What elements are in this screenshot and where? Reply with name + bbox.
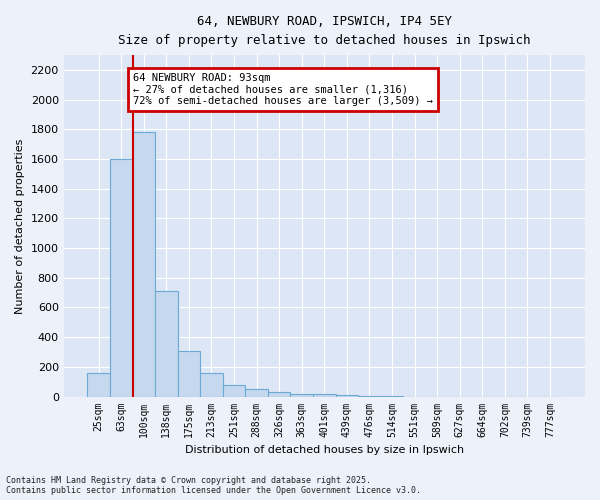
Text: Contains HM Land Registry data © Crown copyright and database right 2025.
Contai: Contains HM Land Registry data © Crown c… (6, 476, 421, 495)
Bar (268, 392, 290, 396)
Bar (200, 373, 223, 396)
Bar (133, 132, 155, 396)
Text: 64 NEWBURY ROAD: 93sqm
← 27% of detached houses are smaller (1,316)
72% of semi-: 64 NEWBURY ROAD: 93sqm ← 27% of detached… (133, 73, 433, 106)
Bar (245, 389, 268, 396)
Bar (290, 394, 313, 396)
Y-axis label: Number of detached properties: Number of detached properties (15, 138, 25, 314)
Title: 64, NEWBURY ROAD, IPSWICH, IP4 5EY
Size of property relative to detached houses : 64, NEWBURY ROAD, IPSWICH, IP4 5EY Size … (118, 15, 530, 47)
Bar (178, 350, 200, 397)
X-axis label: Distribution of detached houses by size in Ipswich: Distribution of detached houses by size … (185, 445, 464, 455)
Bar (313, 394, 335, 396)
Bar (155, 291, 178, 397)
Bar (110, 159, 133, 396)
Bar (223, 384, 245, 396)
Bar (335, 395, 358, 396)
Bar (88, 373, 110, 396)
